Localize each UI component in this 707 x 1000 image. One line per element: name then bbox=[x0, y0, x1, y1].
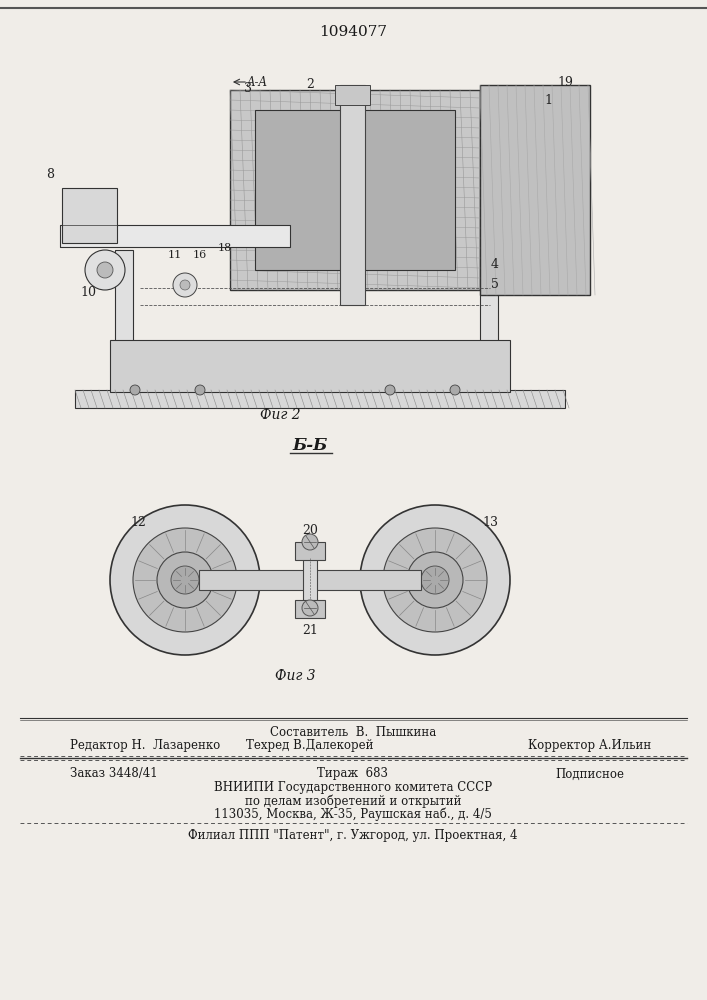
Bar bbox=[230, 90, 480, 290]
Text: 1094077: 1094077 bbox=[319, 25, 387, 39]
Text: 8: 8 bbox=[46, 168, 54, 182]
Text: Тираж  683: Тираж 683 bbox=[317, 768, 389, 780]
Circle shape bbox=[173, 273, 197, 297]
Bar bbox=[303, 558, 317, 602]
Text: 21: 21 bbox=[302, 624, 318, 637]
Circle shape bbox=[171, 566, 199, 594]
Text: Редактор Н.  Лазаренко: Редактор Н. Лазаренко bbox=[70, 740, 221, 752]
Text: A-A: A-A bbox=[247, 76, 267, 89]
Text: 18: 18 bbox=[218, 243, 232, 253]
Bar bbox=[335, 85, 370, 105]
Text: 11: 11 bbox=[168, 250, 182, 260]
Bar bbox=[255, 110, 455, 270]
Text: Филиал ППП "Патент", г. Ужгород, ул. Проектная, 4: Филиал ППП "Патент", г. Ужгород, ул. Про… bbox=[188, 830, 518, 842]
Text: 113035, Москва, Ж-35, Раушская наб., д. 4/5: 113035, Москва, Ж-35, Раушская наб., д. … bbox=[214, 807, 492, 821]
Circle shape bbox=[97, 262, 113, 278]
Bar bbox=[480, 85, 590, 295]
Circle shape bbox=[85, 250, 125, 290]
Circle shape bbox=[421, 566, 449, 594]
Bar bbox=[115, 250, 133, 390]
Text: 12: 12 bbox=[130, 516, 146, 528]
Text: 5: 5 bbox=[491, 278, 499, 292]
Text: Корректор А.Ильин: Корректор А.Ильин bbox=[528, 740, 652, 752]
Text: Фиг 3: Фиг 3 bbox=[275, 669, 315, 683]
Circle shape bbox=[302, 534, 318, 550]
Text: Фиг 2: Фиг 2 bbox=[259, 408, 300, 422]
Text: 13: 13 bbox=[482, 516, 498, 528]
Text: 10: 10 bbox=[80, 286, 96, 298]
Circle shape bbox=[360, 505, 510, 655]
Circle shape bbox=[407, 552, 463, 608]
Circle shape bbox=[383, 528, 487, 632]
Text: 2: 2 bbox=[306, 79, 314, 92]
Circle shape bbox=[195, 385, 205, 395]
Bar bbox=[340, 85, 365, 305]
Bar bbox=[295, 600, 325, 618]
Circle shape bbox=[110, 505, 260, 655]
Text: 16: 16 bbox=[193, 250, 207, 260]
Text: 4: 4 bbox=[491, 258, 499, 271]
Circle shape bbox=[130, 385, 140, 395]
Bar bbox=[480, 250, 498, 390]
Bar bbox=[75, 390, 565, 408]
Circle shape bbox=[180, 280, 190, 290]
Text: по делам изобретений и открытий: по делам изобретений и открытий bbox=[245, 794, 461, 808]
Text: Составитель  В.  Пышкина: Составитель В. Пышкина bbox=[270, 726, 436, 738]
Circle shape bbox=[302, 600, 318, 616]
Text: 1: 1 bbox=[544, 94, 552, 106]
Circle shape bbox=[450, 385, 460, 395]
Bar bbox=[199, 570, 421, 590]
Circle shape bbox=[133, 528, 237, 632]
Circle shape bbox=[157, 552, 213, 608]
Text: 19: 19 bbox=[557, 76, 573, 89]
Text: ВНИИПИ Государственного комитета СССР: ВНИИПИ Государственного комитета СССР bbox=[214, 782, 492, 794]
Text: Б-Б: Б-Б bbox=[292, 436, 327, 454]
Bar bbox=[60, 225, 290, 247]
Circle shape bbox=[385, 385, 395, 395]
Text: Подписное: Подписное bbox=[556, 768, 624, 780]
Text: Техред В.Далекорей: Техред В.Далекорей bbox=[246, 740, 374, 752]
Bar bbox=[62, 188, 117, 243]
Bar bbox=[295, 542, 325, 560]
Text: 20: 20 bbox=[302, 524, 318, 536]
Bar bbox=[110, 340, 510, 392]
Text: 3: 3 bbox=[244, 82, 252, 95]
Text: Заказ 3448/41: Заказ 3448/41 bbox=[70, 768, 158, 780]
